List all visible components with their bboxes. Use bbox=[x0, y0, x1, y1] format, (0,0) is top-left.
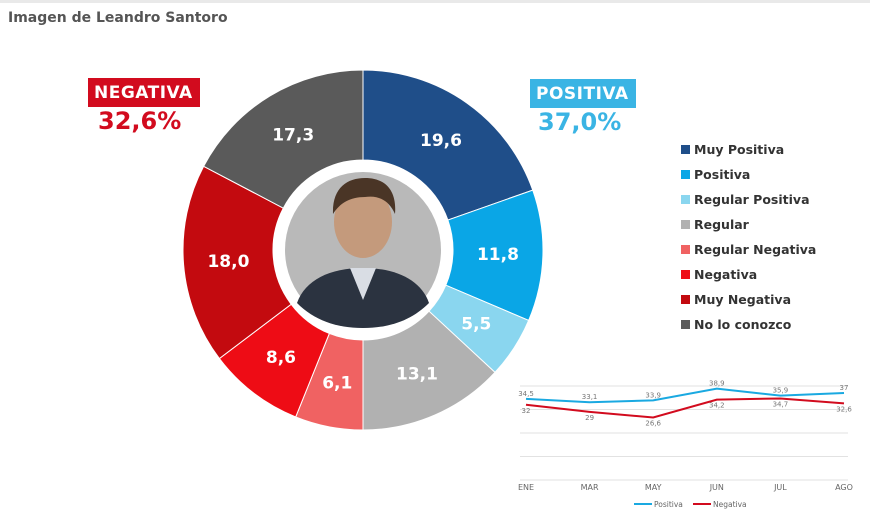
legend-swatch bbox=[681, 270, 690, 279]
trend-legend-negativa: Negativa bbox=[713, 500, 747, 509]
trend-point-label: 34,5 bbox=[518, 390, 534, 398]
legend-label: Regular Positiva bbox=[694, 192, 810, 207]
legend-item: Regular bbox=[681, 212, 816, 237]
trend-point-label: 34,7 bbox=[773, 400, 789, 408]
legend-item: Muy Negativa bbox=[681, 287, 816, 312]
legend-swatch bbox=[681, 195, 690, 204]
legend-item: Negativa bbox=[681, 262, 816, 287]
negative-badge: NEGATIVA bbox=[88, 78, 200, 107]
trend-legend: Positiva Negativa bbox=[634, 500, 747, 509]
trend-point-label: 33,9 bbox=[645, 391, 661, 399]
donut-slice bbox=[202, 69, 364, 209]
negative-total: 32,6% bbox=[98, 107, 182, 135]
trend-x-tick: ENE bbox=[518, 483, 534, 492]
legend-swatch bbox=[681, 220, 690, 229]
trend-x-tick: MAY bbox=[645, 483, 662, 492]
trend-point-label: 33,1 bbox=[582, 393, 598, 401]
trend-x-tick: AGO bbox=[835, 483, 853, 492]
trend-point-label: 38,9 bbox=[709, 380, 725, 388]
trend-line-chart: 34,5 33,1 33,9 38,9 35,9 37 32 29 26,6 34,2 34,7 32… bbox=[518, 380, 853, 509]
trend-series-line bbox=[525, 387, 845, 404]
donut-slice bbox=[182, 165, 292, 360]
trend-lines bbox=[525, 387, 845, 419]
trend-point-labels: 34,5 33,1 33,9 38,9 35,9 37 32 29 26,6 34,2 34,7 32… bbox=[518, 380, 852, 427]
legend-label: Regular bbox=[694, 217, 749, 232]
slice-value-label: 8,6 bbox=[266, 348, 296, 368]
trend-series-line bbox=[525, 397, 845, 419]
trend-point-label: 29 bbox=[585, 414, 594, 422]
positive-total: 37,0% bbox=[538, 108, 622, 136]
positive-badge: POSITIVA bbox=[530, 79, 636, 108]
donut-slice bbox=[362, 69, 534, 221]
trend-point-label: 34,2 bbox=[709, 402, 725, 410]
donut-legend: Muy Positiva Positiva Regular Positiva R… bbox=[681, 137, 816, 337]
trend-x-tick: JUL bbox=[773, 483, 787, 492]
slice-value-label: 18,0 bbox=[207, 252, 249, 272]
trend-x-tick: JUN bbox=[709, 483, 724, 492]
legend-swatch bbox=[681, 145, 690, 154]
legend-label: Regular Negativa bbox=[694, 242, 817, 257]
legend-item: Muy Positiva bbox=[681, 137, 816, 162]
trend-point-label: 32,6 bbox=[836, 405, 852, 413]
trend-point-label: 32 bbox=[522, 407, 531, 415]
trend-point-label: 37 bbox=[840, 384, 849, 392]
legend-swatch bbox=[681, 320, 690, 329]
legend-label: Positiva bbox=[694, 167, 751, 182]
donut-slices bbox=[182, 69, 544, 431]
legend-item: Regular Positiva bbox=[681, 187, 816, 212]
legend-label: Negativa bbox=[694, 267, 758, 282]
legend-item: Regular Negativa bbox=[681, 237, 816, 262]
legend-swatch bbox=[681, 295, 690, 304]
legend-item: Positiva bbox=[681, 162, 816, 187]
legend-swatch bbox=[681, 245, 690, 254]
legend-label: Muy Negativa bbox=[694, 292, 792, 307]
trend-legend-positiva: Positiva bbox=[654, 500, 683, 509]
slice-value-label: 13,1 bbox=[396, 365, 438, 385]
legend-swatch bbox=[681, 170, 690, 179]
legend-label: Muy Positiva bbox=[694, 142, 785, 157]
person-silhouette-icon bbox=[297, 178, 429, 328]
donut-slice-labels: 19,6 11,8 5,5 13,1 6,1 8,6 18,0 17,3 bbox=[207, 125, 518, 393]
slice-value-label: 6,1 bbox=[322, 374, 352, 394]
trend-point-label: 26,6 bbox=[645, 419, 661, 427]
top-rule bbox=[0, 0, 870, 3]
trend-point-label: 35,9 bbox=[773, 387, 789, 395]
slice-value-label: 5,5 bbox=[461, 314, 491, 334]
slice-value-label: 19,6 bbox=[420, 131, 462, 151]
center-photo bbox=[274, 161, 452, 339]
slice-value-label: 11,8 bbox=[477, 245, 519, 265]
legend-label: No lo conozco bbox=[694, 317, 792, 332]
trend-x-ticks: ENE MAR MAY JUN JUL AGO bbox=[518, 483, 853, 492]
legend-item: No lo conozco bbox=[681, 312, 816, 337]
trend-x-tick: MAR bbox=[581, 483, 599, 492]
page-title: Imagen de Leandro Santoro bbox=[8, 10, 228, 26]
slice-value-label: 17,3 bbox=[272, 125, 314, 145]
